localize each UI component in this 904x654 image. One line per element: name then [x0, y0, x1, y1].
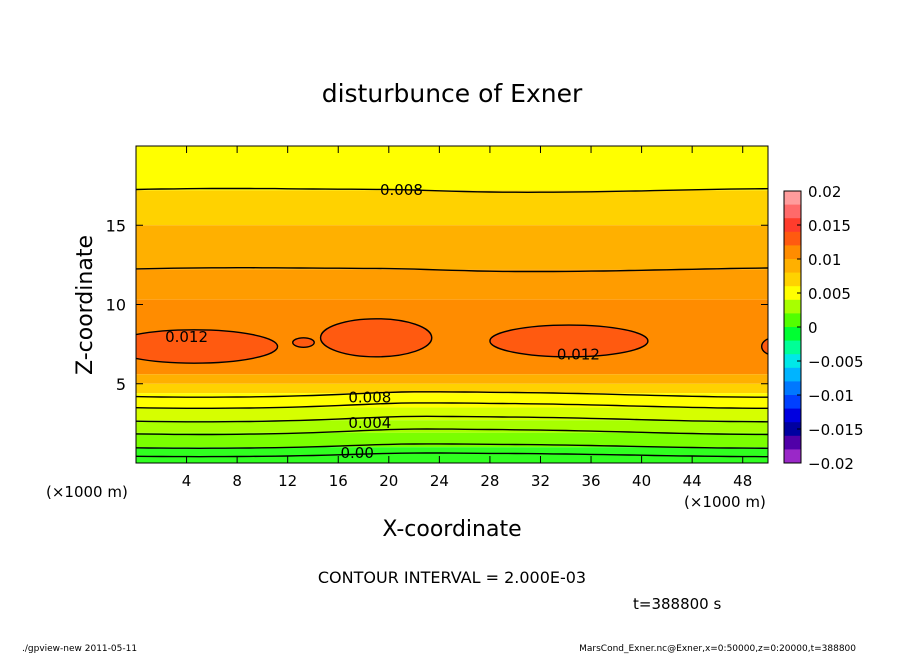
- contour-label: 0.004: [348, 414, 391, 432]
- contour-line-012: [489, 324, 649, 358]
- x-tick-label: 32: [531, 472, 550, 490]
- x-tick-label: 24: [430, 472, 449, 490]
- contour-line-012: [760, 338, 768, 355]
- contour-label: 0.012: [165, 328, 208, 346]
- y-axis-ticks: 5 10 15: [106, 216, 768, 394]
- footer-right: MarsCond_Exner.nc@Exner,x=0:50000,z=0:20…: [579, 644, 856, 654]
- y-tick-label: 10: [106, 296, 126, 315]
- contour-band: [136, 393, 768, 408]
- x-axis-ticks: 4 8 12 16 20 24 28 32 36 40 44 48: [182, 146, 752, 490]
- contour-label: 0.012: [557, 346, 600, 364]
- colorbar-segment: [784, 408, 801, 423]
- contour-band: [136, 190, 768, 226]
- contour-band: [136, 407, 768, 421]
- x-tick-label: 36: [581, 472, 600, 490]
- colorbar-tick-label: 0: [808, 319, 818, 337]
- colorbar-segment: [784, 381, 801, 396]
- contour-line: [136, 428, 768, 436]
- filled-contour-bands: [136, 146, 768, 463]
- contour-line: [136, 443, 768, 450]
- contour-band: [136, 447, 768, 463]
- contour-band: [136, 146, 768, 191]
- contour-line-012: [319, 318, 433, 358]
- contour-line: [136, 391, 768, 398]
- colorbar: 0.02 0.015 0.01 0.005 0 −0.005 −0.01 −0.015 −0.0…: [783, 183, 864, 473]
- x-tick-label: 40: [632, 472, 651, 490]
- colorbar-tick-label: −0.015: [808, 421, 864, 439]
- footer-left: ./gpview-new 2011-05-11: [22, 644, 137, 654]
- colorbar-segment: [784, 204, 801, 219]
- colorbar-segment: [784, 340, 801, 355]
- colorbar-segment: [784, 231, 801, 246]
- contour-lines: [136, 187, 768, 458]
- colorbar-segment: [784, 327, 801, 342]
- contour-label: 0.00: [340, 444, 373, 462]
- time-label: t=388800 s: [633, 595, 721, 613]
- colorbar-tick-label: 0.005: [808, 285, 851, 303]
- colorbar-segment: [784, 367, 801, 382]
- y-tick-label: 5: [116, 375, 126, 394]
- contour-band: [136, 383, 768, 394]
- colorbar-segment: [784, 299, 801, 314]
- x-tick-label: 4: [182, 472, 192, 490]
- x-tick-label: 8: [232, 472, 242, 490]
- contour-line: [136, 452, 768, 458]
- colorbar-segment: [784, 272, 801, 287]
- contour-band: [136, 225, 768, 270]
- contour-line-012: [136, 329, 279, 364]
- colorbar-segment: [784, 449, 801, 464]
- colorbar-tick-label: 0.01: [808, 251, 841, 269]
- x-tick-label: 28: [480, 472, 499, 490]
- colorbar-segment: [784, 218, 801, 233]
- x-tick-label: 48: [733, 472, 752, 490]
- colorbar-tick-label: 0.015: [808, 217, 851, 235]
- contour-band: [136, 420, 768, 433]
- colorbar-segment: [784, 286, 801, 301]
- colorbar-segment: [784, 245, 801, 260]
- contour-core-fill: [292, 337, 315, 348]
- colorbar-segment: [784, 259, 801, 274]
- colorbar-segment: [784, 435, 801, 450]
- contour-line: [136, 415, 768, 423]
- colorbar-segment: [784, 313, 801, 328]
- contour-core-fill: [320, 318, 432, 357]
- contour-core-fill: [489, 325, 648, 357]
- contour-line: [136, 402, 768, 409]
- contour-line-012: [292, 337, 315, 348]
- contour-band: [136, 269, 768, 300]
- y-tick-label: 15: [106, 216, 126, 235]
- contour-band: [136, 432, 768, 448]
- colorbar-segment: [784, 191, 801, 206]
- contour-interval-text: CONTOUR INTERVAL = 2.000E-03: [318, 568, 586, 587]
- chart-title: disturbunce of Exner: [322, 79, 583, 108]
- contour-plot-area: 0.008 0.012 0.012 0.008 0.004 0.00: [135, 145, 769, 464]
- colorbar-tick-label: −0.005: [808, 353, 864, 371]
- x-tick-label: 16: [329, 472, 348, 490]
- colorbar-tick-label: −0.02: [808, 455, 854, 473]
- colorbar-segment: [784, 395, 801, 410]
- x-tick-label: 44: [683, 472, 702, 490]
- x-unit-left: (×1000 m): [46, 483, 128, 501]
- x-tick-label: 12: [278, 472, 297, 490]
- colorbar-segment: [784, 422, 801, 437]
- y-axis-label: Z-coordinate: [73, 235, 98, 375]
- colorbar-tick-label: 0.02: [808, 183, 841, 201]
- contour-labels: 0.008 0.012 0.012 0.008 0.004 0.00: [165, 181, 600, 462]
- x-unit-right: (×1000 m): [684, 493, 766, 511]
- colorbar-segment: [784, 354, 801, 369]
- contour-line: [136, 267, 768, 273]
- contour-label: 0.008: [380, 181, 423, 199]
- x-axis-label: X-coordinate: [382, 517, 521, 542]
- contour-label: 0.008: [348, 388, 391, 406]
- contour-line: [136, 187, 768, 194]
- contour-core-fill: [136, 329, 278, 364]
- colorbar-tick-label: −0.01: [808, 387, 854, 405]
- x-tick-label: 20: [379, 472, 398, 490]
- contour-band: [136, 374, 768, 384]
